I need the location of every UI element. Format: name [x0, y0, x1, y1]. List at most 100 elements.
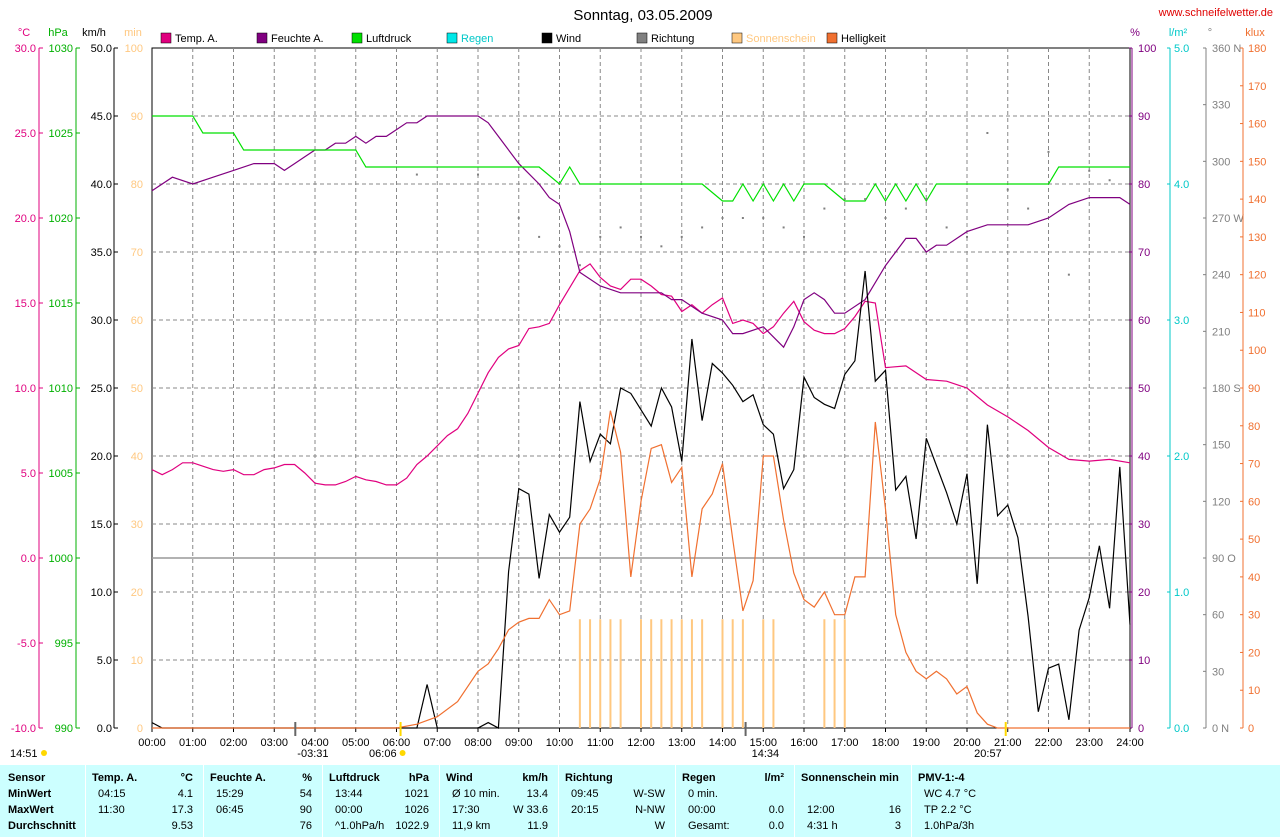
- cell-time: 11,9 km: [452, 820, 491, 832]
- direction-point: [1108, 179, 1111, 182]
- direction-point: [701, 226, 704, 229]
- dir-tick-label: 270 W: [1212, 213, 1244, 225]
- klux-tick-label: 70: [1248, 459, 1260, 471]
- direction-point: [823, 207, 826, 210]
- press-axis-unit: hPa: [48, 27, 68, 39]
- x-tick-label: 14:00: [709, 737, 737, 749]
- wind-tick-label: 5.0: [97, 655, 112, 667]
- cell-time: 17:30: [452, 804, 480, 816]
- x-tick-label: 10:00: [546, 737, 574, 749]
- x-tick-label: 09:00: [505, 737, 533, 749]
- legend-label: Richtung: [651, 33, 694, 45]
- hum-tick-label: 30: [1138, 519, 1150, 531]
- rain-tick-label: 2.0: [1174, 451, 1189, 463]
- cell-time: 0 min.: [688, 788, 718, 800]
- temp-tick-label: 30.0: [15, 43, 36, 55]
- temp-tick-label: 20.0: [15, 213, 36, 225]
- direction-point: [1047, 150, 1050, 153]
- x-tick-label: 21:00: [994, 737, 1022, 749]
- cell-time: 09:45: [571, 788, 599, 800]
- now-label: 14:51: [10, 748, 38, 760]
- sunrise-icon: [399, 750, 406, 756]
- direction-point: [762, 217, 765, 219]
- direction-point: [721, 217, 724, 219]
- time-markers: 14:51 -03:31 06:06 14:34 20:57: [10, 722, 1007, 760]
- rain-tick-label: 4.0: [1174, 179, 1189, 191]
- direction-point: [945, 226, 948, 229]
- row-label: Sensor: [8, 772, 46, 784]
- dir-tick-label: 360 N: [1212, 43, 1241, 55]
- cell-value: 9.53: [171, 820, 193, 832]
- direction-point: [1088, 169, 1091, 172]
- min-tick-label: 40: [131, 451, 143, 463]
- column-unit: hPa: [408, 772, 429, 784]
- klux-tick-label: 130: [1248, 232, 1266, 244]
- cell-time: TP 2.2 °C: [924, 804, 972, 816]
- min-tick-label: 70: [131, 247, 143, 259]
- x-tick-label: 06:00: [383, 737, 411, 749]
- press-tick-label: 1030: [49, 43, 73, 55]
- cell-value: 1026: [404, 804, 429, 816]
- temp-tick-label: 15.0: [15, 298, 36, 310]
- column-unit: km/h: [522, 772, 548, 784]
- hum-tick-label: 0: [1138, 723, 1144, 735]
- cell-value: W-SW: [633, 788, 665, 800]
- rain-axis-unit: l/m²: [1169, 27, 1188, 39]
- series: [151, 115, 1131, 729]
- cell-value: 90: [299, 804, 312, 816]
- moonset-label: 14:34: [752, 748, 780, 760]
- x-tick-label: 22:00: [1035, 737, 1063, 749]
- site-link[interactable]: www.schneifelwetter.de: [1158, 7, 1273, 19]
- cell-time: Ø 10 min.: [452, 788, 500, 800]
- min-tick-label: 100: [125, 43, 143, 55]
- legend-swatch: [446, 32, 458, 44]
- press-tick-label: 1005: [49, 468, 73, 480]
- press-tick-label: 990: [55, 723, 73, 735]
- column-unit: l/m²: [764, 772, 784, 784]
- x-tick-label: 20:00: [953, 737, 981, 749]
- column-separator: [322, 765, 323, 837]
- dir-axis-unit: °: [1208, 27, 1212, 39]
- cell-time: 13:44: [335, 788, 363, 800]
- dir-tick-label: 90 O: [1212, 553, 1236, 565]
- rain-tick-label: 3.0: [1174, 315, 1189, 327]
- wind-axis-unit: km/h: [82, 27, 106, 39]
- min-tick-label: 20: [131, 587, 143, 599]
- cell-time: 20:15: [571, 804, 599, 816]
- cell-time: 4:31 h: [807, 820, 838, 832]
- cell-time: 1.0hPa/3h: [924, 820, 975, 832]
- dir-tick-label: 300: [1212, 156, 1230, 168]
- legend-label: Regen: [461, 33, 493, 45]
- direction-point: [517, 217, 520, 219]
- hum-tick-label: 90: [1138, 111, 1150, 123]
- cell-time: 06:45: [216, 804, 244, 816]
- x-tick-label: 08:00: [464, 737, 492, 749]
- column-separator: [439, 765, 440, 837]
- column-separator: [911, 765, 912, 837]
- cell-time: 15:29: [216, 788, 244, 800]
- hum-tick-label: 50: [1138, 383, 1150, 395]
- klux-tick-label: 170: [1248, 81, 1266, 93]
- stats-table: Sensor MinWert MaxWert Durchschnitt Temp. A.…: [0, 765, 1280, 837]
- klux-tick-label: 180: [1248, 43, 1266, 55]
- min-tick-label: 0: [137, 723, 143, 735]
- direction-point: [477, 173, 479, 176]
- wind-tick-label: 20.0: [91, 451, 112, 463]
- direction-point: [538, 235, 541, 238]
- klux-axis-unit: klux: [1245, 27, 1265, 39]
- klux-tick-label: 140: [1248, 194, 1266, 206]
- direction-point: [1027, 207, 1030, 210]
- dir-tick-label: 330: [1212, 100, 1230, 112]
- legend-label: Sonnenschein: [746, 33, 816, 45]
- moonrise-label: -03:31: [297, 748, 328, 760]
- cell-value: 16: [888, 804, 901, 816]
- sunrise-label: 06:06: [369, 748, 397, 760]
- column-separator: [675, 765, 676, 837]
- dir-tick-label: 180 S: [1212, 383, 1241, 395]
- x-tick-label: 13:00: [668, 737, 696, 749]
- column-head: Richtung: [565, 772, 613, 784]
- cell-value: N-NW: [635, 804, 665, 816]
- wind-tick-label: 30.0: [91, 315, 112, 327]
- dir-tick-label: 150: [1212, 440, 1230, 452]
- klux-tick-label: 160: [1248, 119, 1266, 131]
